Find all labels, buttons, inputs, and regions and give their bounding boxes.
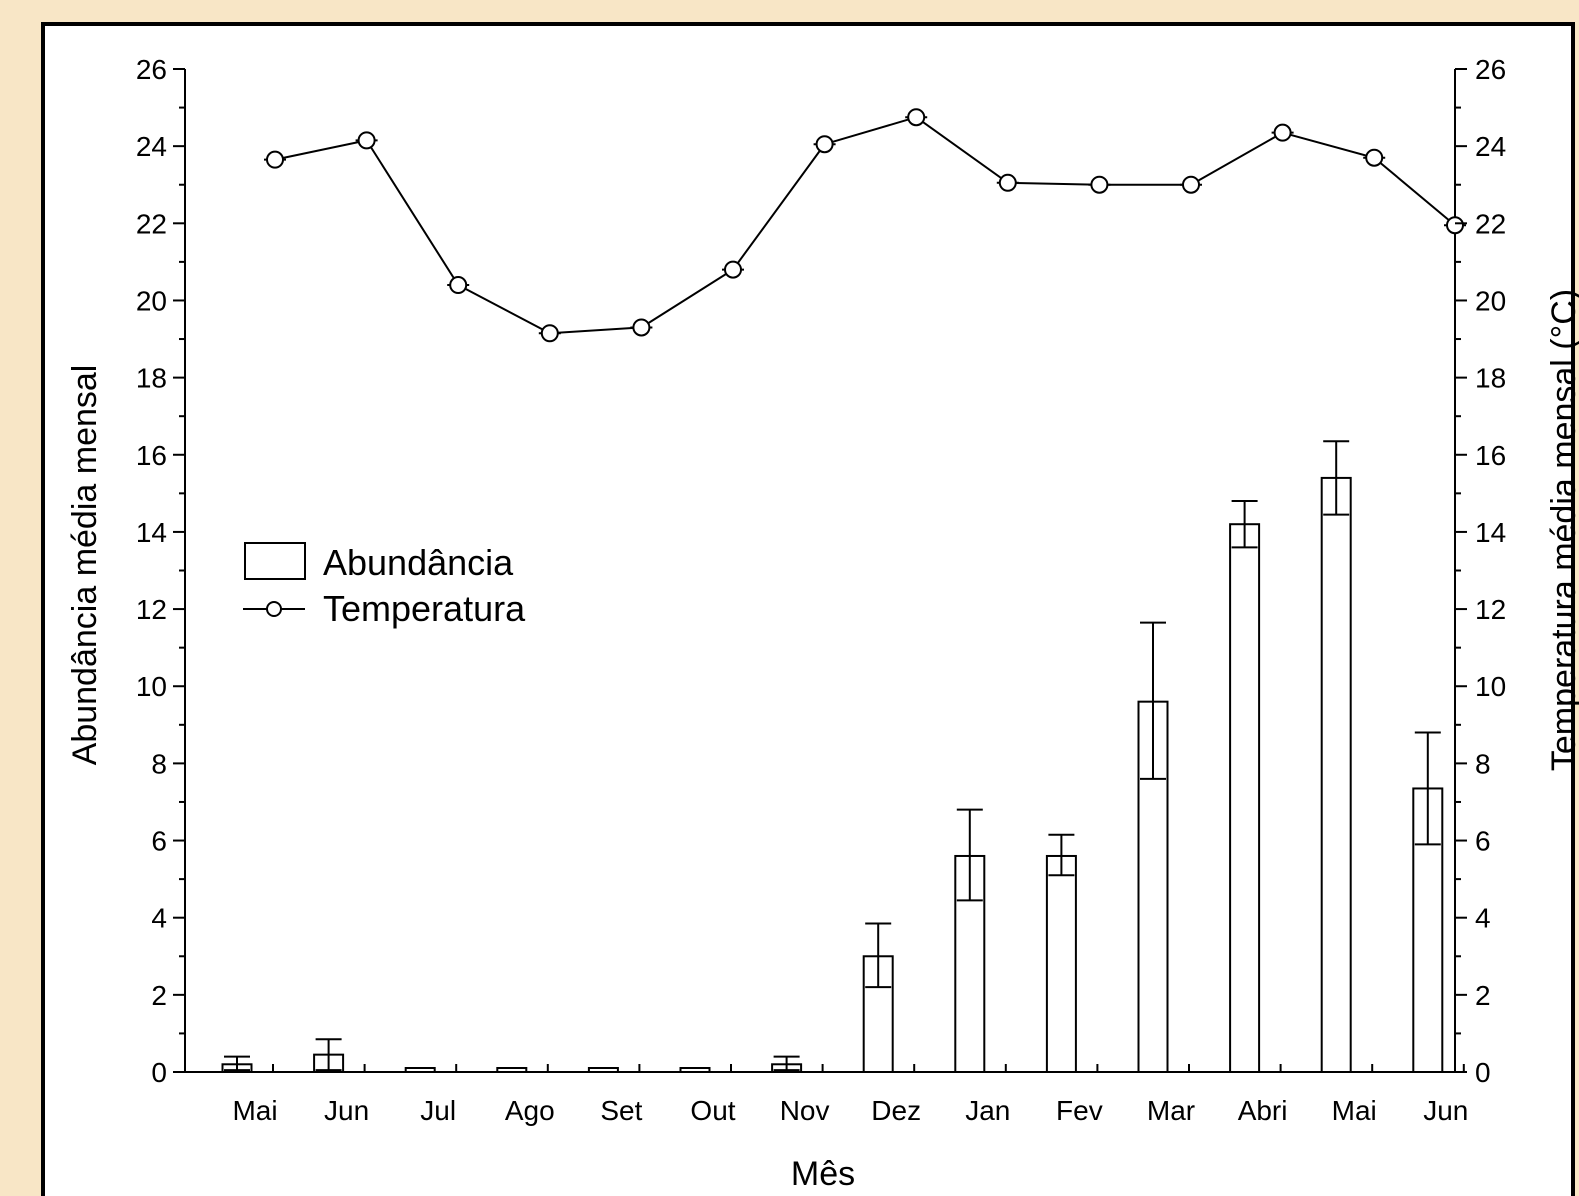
x-tick-label: Mai [232,1095,277,1126]
x-tick-label: Jun [324,1095,369,1126]
y-tick-label-left: 6 [151,826,167,857]
y-tick-label-right: 24 [1475,131,1506,162]
y-tick-label-left: 16 [136,440,167,471]
y-tick-label-right: 0 [1475,1057,1491,1088]
temperatura-point [1273,123,1292,142]
abundancia-bar [404,1067,436,1073]
x-tick-label: Jan [965,1095,1010,1126]
y-tick-label-right: 10 [1475,671,1506,702]
x-tick-label: Mar [1147,1095,1195,1126]
temperatura-point [449,276,468,295]
y-tick-label-right: 2 [1475,980,1491,1011]
y-tick-label-left: 14 [136,517,167,548]
x-tick-label: Jun [1423,1095,1468,1126]
y-tick-label-left: 18 [136,363,167,394]
y-tick-label-right: 12 [1475,594,1506,625]
abundancia-bar [1320,476,1352,1073]
y-tick-label-right: 20 [1475,285,1506,316]
y-tick-label-left: 20 [136,285,167,316]
x-tick-label: Jul [420,1095,456,1126]
x-tick-label: Set [600,1095,642,1126]
y-axis-title-right: Temperatura média mensal (°C) [1545,289,1579,771]
abundancia-bar [1045,854,1077,1073]
y-tick-label-right: 22 [1475,208,1506,239]
temperatura-point [357,131,376,150]
y-tick-label-right: 16 [1475,440,1506,471]
temperatura-point [815,135,834,154]
legend: Abundância Temperatura [243,542,526,629]
y-tick-label-left: 0 [151,1057,167,1088]
legend-bar-swatch [244,542,306,580]
legend-marker-swatch [266,601,282,617]
x-tick-label: Dez [871,1095,921,1126]
y-tick-label-left: 12 [136,594,167,625]
temperatura-point [1090,175,1109,194]
x-tick-label: Out [690,1095,735,1126]
temperatura-point [998,173,1017,192]
x-tick-label: Abri [1238,1095,1288,1126]
y-tick-label-right: 26 [1475,54,1506,85]
temperatura-line [274,116,1456,335]
y-tick-label-right: 8 [1475,748,1491,779]
temperatura-point [1365,148,1384,167]
x-tick-label: Mai [1332,1095,1377,1126]
temperatura-point [724,260,742,279]
y-axis-title-left: Abundância média mensal [66,365,104,766]
temperatura-point [540,324,559,343]
temperatura-point [632,318,651,337]
temperatura-point [1182,175,1200,194]
temperatura-point [1446,216,1464,235]
y-tick-label-left: 22 [136,208,167,239]
abundancia-bar [496,1067,528,1073]
y-tick-label-left: 4 [151,903,167,934]
y-tick-label-left: 10 [136,671,167,702]
x-tick-label: Nov [780,1095,830,1126]
abundancia-bar [587,1067,619,1073]
y-tick-label-right: 18 [1475,363,1506,394]
legend-label-temperatura: Temperatura [323,588,526,629]
y-tick-label-left: 24 [136,131,167,162]
y-tick-label-left: 2 [151,980,167,1011]
temperatura-point [907,108,926,127]
x-tick-label: Ago [505,1095,555,1126]
y-tick-label-right: 4 [1475,903,1491,934]
temperatura-point [266,150,284,169]
x-axis-title: Mês [791,1155,855,1193]
y-tick-label-left: 26 [136,54,167,85]
legend-label-abundancia: Abundância [323,542,514,583]
abundancia-bar [1229,523,1261,1073]
y-tick-label-right: 6 [1475,826,1491,857]
y-tick-label-right: 14 [1475,517,1506,548]
abundancia-bar [679,1067,711,1073]
x-tick-label: Fev [1056,1095,1103,1126]
y-tick-label-left: 8 [151,748,167,779]
